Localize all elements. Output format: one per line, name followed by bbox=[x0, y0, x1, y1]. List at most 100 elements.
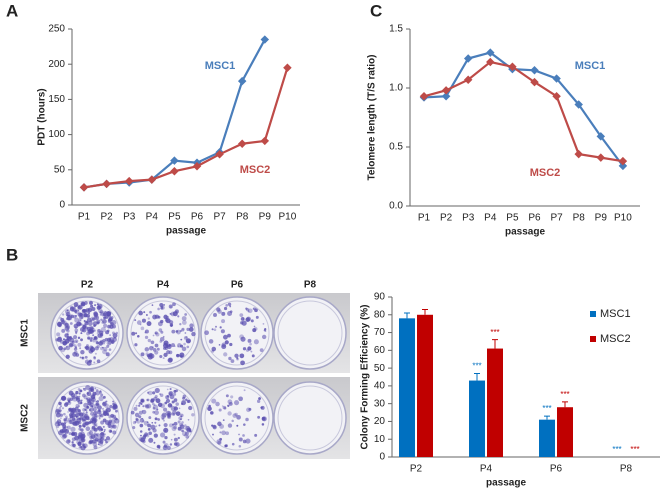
colony bbox=[58, 345, 63, 351]
series-line bbox=[83, 39, 266, 189]
colony bbox=[168, 304, 173, 309]
colony bbox=[84, 355, 88, 359]
colony bbox=[164, 401, 168, 405]
colony bbox=[113, 403, 118, 409]
colony bbox=[146, 398, 149, 402]
colony bbox=[160, 403, 166, 409]
colony bbox=[108, 317, 112, 322]
y-tick-label: 20 bbox=[374, 416, 386, 427]
colony bbox=[105, 400, 107, 403]
colony bbox=[78, 392, 81, 395]
point bbox=[574, 149, 583, 159]
colony bbox=[213, 312, 217, 317]
colony bbox=[77, 399, 83, 405]
row-label: MSC2 bbox=[20, 404, 31, 432]
colony bbox=[111, 424, 116, 429]
bar bbox=[399, 318, 415, 457]
colony bbox=[74, 420, 78, 424]
colony bbox=[93, 445, 98, 450]
colony bbox=[157, 445, 160, 448]
colony bbox=[177, 436, 180, 440]
x-tick-label: P2 bbox=[440, 213, 453, 224]
colony bbox=[62, 313, 65, 316]
colony bbox=[246, 308, 250, 312]
colony bbox=[110, 340, 114, 344]
colony bbox=[81, 418, 87, 423]
colony bbox=[78, 424, 82, 428]
colony bbox=[148, 345, 154, 351]
colony bbox=[66, 325, 71, 330]
colony bbox=[159, 302, 164, 308]
colony bbox=[253, 325, 256, 328]
colony bbox=[238, 433, 240, 436]
colony bbox=[130, 410, 135, 415]
colony bbox=[69, 306, 75, 312]
colony bbox=[175, 442, 180, 447]
colony bbox=[65, 318, 68, 320]
legend-swatch bbox=[590, 311, 596, 317]
colony bbox=[172, 410, 177, 415]
colony bbox=[84, 408, 87, 411]
colony bbox=[134, 343, 138, 347]
colony bbox=[97, 443, 100, 446]
y-tick-label: 1.0 bbox=[389, 83, 403, 94]
colony bbox=[225, 304, 229, 307]
colony bbox=[208, 404, 211, 408]
colony bbox=[233, 400, 240, 406]
colony bbox=[75, 340, 78, 343]
colony bbox=[74, 346, 78, 349]
colony bbox=[85, 426, 91, 432]
colony bbox=[94, 352, 97, 355]
colony bbox=[227, 411, 232, 416]
significance: *** bbox=[542, 404, 551, 413]
colony bbox=[164, 435, 168, 440]
colony bbox=[61, 433, 65, 437]
colony bbox=[182, 394, 187, 399]
colony bbox=[242, 434, 245, 437]
colony bbox=[148, 431, 152, 436]
colony bbox=[163, 427, 169, 433]
colony bbox=[234, 412, 238, 417]
point bbox=[102, 179, 111, 189]
colony bbox=[143, 420, 149, 426]
colony bbox=[83, 313, 88, 318]
colony bbox=[100, 318, 103, 322]
colony bbox=[247, 346, 252, 351]
bar bbox=[417, 314, 433, 457]
colony bbox=[91, 425, 96, 430]
colony bbox=[154, 332, 157, 335]
colony bbox=[98, 308, 103, 313]
point bbox=[170, 156, 179, 165]
colony bbox=[178, 407, 181, 410]
point bbox=[486, 57, 495, 67]
colony bbox=[66, 333, 69, 336]
colony bbox=[238, 396, 243, 402]
colony bbox=[66, 439, 71, 444]
colony bbox=[86, 391, 92, 397]
colony bbox=[68, 432, 72, 435]
colony bbox=[154, 350, 159, 355]
x-tick-label: P5 bbox=[506, 213, 519, 224]
colony bbox=[158, 424, 161, 427]
colony bbox=[79, 312, 83, 317]
colony bbox=[173, 425, 177, 430]
colony bbox=[62, 340, 68, 346]
colony bbox=[255, 315, 259, 319]
colony bbox=[95, 340, 98, 343]
colony bbox=[168, 391, 174, 397]
colony bbox=[163, 314, 168, 320]
colony bbox=[87, 321, 93, 327]
colony bbox=[61, 328, 66, 333]
colony bbox=[75, 390, 79, 395]
x-tick-label: P6 bbox=[550, 464, 563, 475]
colony bbox=[99, 391, 102, 394]
colony bbox=[100, 311, 106, 317]
colony bbox=[221, 319, 226, 324]
colony bbox=[142, 405, 145, 408]
colony bbox=[86, 344, 89, 348]
colony bbox=[86, 431, 92, 437]
colony bbox=[147, 428, 151, 431]
point bbox=[260, 35, 270, 44]
colony bbox=[103, 428, 106, 431]
colony bbox=[159, 336, 165, 342]
